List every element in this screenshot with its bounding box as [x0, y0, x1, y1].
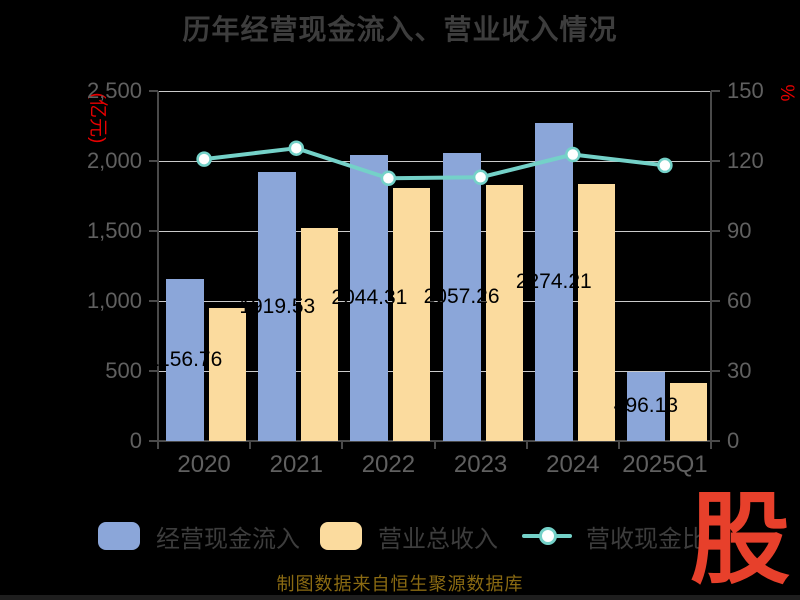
- ratio-marker: [196, 151, 212, 167]
- x-axis-tick: [157, 441, 159, 449]
- ratio-marker: [288, 140, 305, 156]
- legend-item-revenue: 营业总收入: [320, 518, 498, 554]
- x-axis-tick: [617, 441, 620, 449]
- legend-label-revenue: 营业总收入: [378, 525, 498, 553]
- legend-label-cash-inflow: 经营现金流入: [156, 525, 300, 553]
- bar-cash-2022: [350, 154, 389, 441]
- bar-data-label: 496.13: [613, 394, 678, 418]
- x-axis-category-label: 2022: [361, 451, 416, 478]
- grid-line: [158, 90, 711, 92]
- y-axis-tick-label: 500: [105, 358, 142, 383]
- x-axis-category-label: 2023: [453, 451, 508, 478]
- x-axis-tick: [341, 441, 344, 449]
- grid-line: [158, 370, 711, 372]
- legend-label-ratio: 营收现金比: [586, 525, 706, 553]
- y-axis-tick-label: 0: [727, 428, 740, 453]
- bar-cash-2021: [258, 172, 297, 441]
- y-axis-tick: [149, 160, 158, 162]
- bar-revenue-2023: [485, 185, 523, 441]
- grid-line: [158, 300, 711, 302]
- legend-item-ratio: 营收现金比: [522, 518, 706, 554]
- y-axis-tick: [711, 440, 720, 442]
- y-axis-tick-label: 2,000: [86, 148, 142, 173]
- y-axis-tick-label: 90: [727, 218, 752, 243]
- x-axis-tick: [249, 441, 252, 449]
- bar-cash-2020: [166, 279, 205, 441]
- y-axis-tick: [149, 370, 158, 372]
- y-axis-tick: [711, 370, 720, 372]
- y-axis-tick-label: 1,500: [86, 218, 142, 243]
- chart-title: 历年经营现金流入、营业收入情况: [182, 14, 618, 45]
- data-source-note: 制图数据来自恒生聚源数据库: [276, 574, 524, 594]
- y-axis-tick-label: 30: [727, 358, 752, 383]
- y-axis-tick: [711, 90, 720, 92]
- x-axis-category-label: 2021: [269, 451, 323, 478]
- bar-data-label: 2274.21: [515, 269, 592, 293]
- y-axis-tick: [149, 90, 158, 92]
- y-axis-tick-label: 60: [727, 288, 752, 313]
- legend-swatch-revenue-icon: [320, 522, 362, 550]
- y-axis-tick-label: 2,500: [86, 78, 142, 103]
- y-axis-tick: [711, 160, 720, 162]
- y-axis-tick: [711, 230, 720, 232]
- legend-line-marker-icon: [522, 522, 572, 550]
- grid-line: [158, 160, 711, 162]
- bar-cash-2025Q1: [626, 371, 665, 441]
- bar-revenue-2020: [209, 308, 247, 441]
- bar-revenue-2024: [577, 184, 615, 441]
- y-axis-tick-label: 1,000: [86, 288, 142, 313]
- x-axis-category-label: 2020: [177, 451, 231, 478]
- y-axis-tick-label: 0: [129, 428, 142, 453]
- y-axis-line-left: [157, 91, 159, 449]
- x-axis-tick: [433, 441, 436, 449]
- bar-data-label: 2044.31: [331, 285, 408, 309]
- grid-line: [158, 230, 711, 232]
- x-axis-tick: [710, 441, 712, 449]
- legend-swatch-cash-icon: [98, 522, 140, 550]
- x-axis-category-label: 2025Q1: [622, 451, 708, 478]
- y-axis-line-right: [710, 91, 712, 449]
- bar-data-label: 1919.53: [239, 294, 316, 318]
- x-axis-tick: [525, 441, 528, 449]
- legend-item-cash-inflow: 经营现金流入: [98, 518, 300, 554]
- y-axis-tick: [711, 300, 720, 302]
- y-axis-tick: [149, 440, 158, 442]
- y-axis-tick: [149, 230, 158, 232]
- bar-data-label: 1156.76: [147, 348, 223, 371]
- bar-revenue-2021: [301, 227, 339, 441]
- y-axis-tick-label: 120: [727, 148, 764, 173]
- legend-circle-marker-icon: [539, 527, 557, 545]
- bottom-strip: [0, 595, 800, 600]
- y-axis-tick: [149, 300, 158, 302]
- bar-revenue-2025Q1: [669, 382, 707, 441]
- x-axis-category-label: 2024: [546, 451, 600, 478]
- bar-data-label: 2057.26: [423, 285, 500, 308]
- bar-cash-2023: [442, 153, 481, 441]
- legend: 经营现金流入 营业总收入 营收现金比: [0, 518, 800, 554]
- bar-revenue-2022: [393, 188, 431, 441]
- y-axis-tick-label: 150: [727, 78, 764, 103]
- stock-logo: 股: [690, 484, 790, 596]
